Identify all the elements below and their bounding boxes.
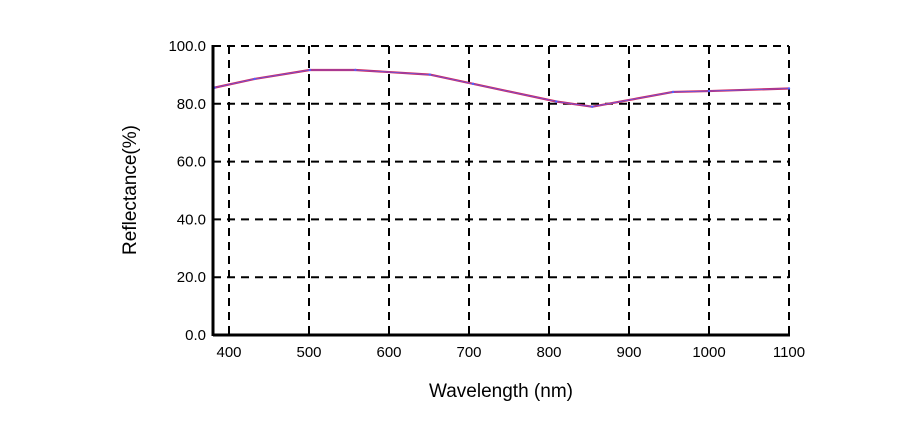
x-tick-label: 1100 — [773, 344, 805, 361]
x-tick-label: 1000 — [692, 344, 725, 361]
data-point — [428, 73, 431, 76]
x-tick-label: 400 — [216, 344, 241, 361]
x-tick-label: 800 — [536, 344, 561, 361]
data-point — [471, 82, 475, 86]
data-point — [671, 90, 675, 94]
data-point — [354, 68, 357, 72]
y-axis-label: Reflectance(%) — [120, 125, 141, 255]
x-tick-label: 500 — [296, 344, 321, 361]
series-line-overlay — [214, 69, 790, 108]
data-point — [555, 100, 558, 103]
grid — [213, 45, 790, 335]
y-tick-labels: 0.0 20.0 40.0 60.0 80.0 100.0 — [168, 38, 206, 344]
series-line — [214, 68, 790, 108]
data-point — [253, 77, 256, 81]
data-point — [787, 87, 791, 90]
y-tick-label: 100.0 — [168, 38, 206, 55]
y-tick-label: 60.0 — [177, 154, 206, 171]
x-tick-label: 700 — [456, 344, 481, 361]
y-tick-label: 40.0 — [177, 211, 206, 228]
x-axis-label: Wavelength (nm) — [429, 381, 573, 402]
axes — [211, 45, 790, 337]
data-point — [707, 89, 711, 93]
y-tick-label: 20.0 — [177, 269, 206, 286]
data-point — [308, 68, 311, 72]
x-tick-label: 600 — [376, 344, 401, 361]
series — [213, 68, 791, 108]
y-tick-label: 0.0 — [185, 327, 206, 344]
data-point — [591, 105, 594, 108]
x-tick-labels: 400 500 600 700 800 900 1000 1100 — [216, 344, 805, 361]
x-tick-label: 900 — [616, 344, 641, 361]
y-tick-label: 80.0 — [177, 96, 206, 113]
